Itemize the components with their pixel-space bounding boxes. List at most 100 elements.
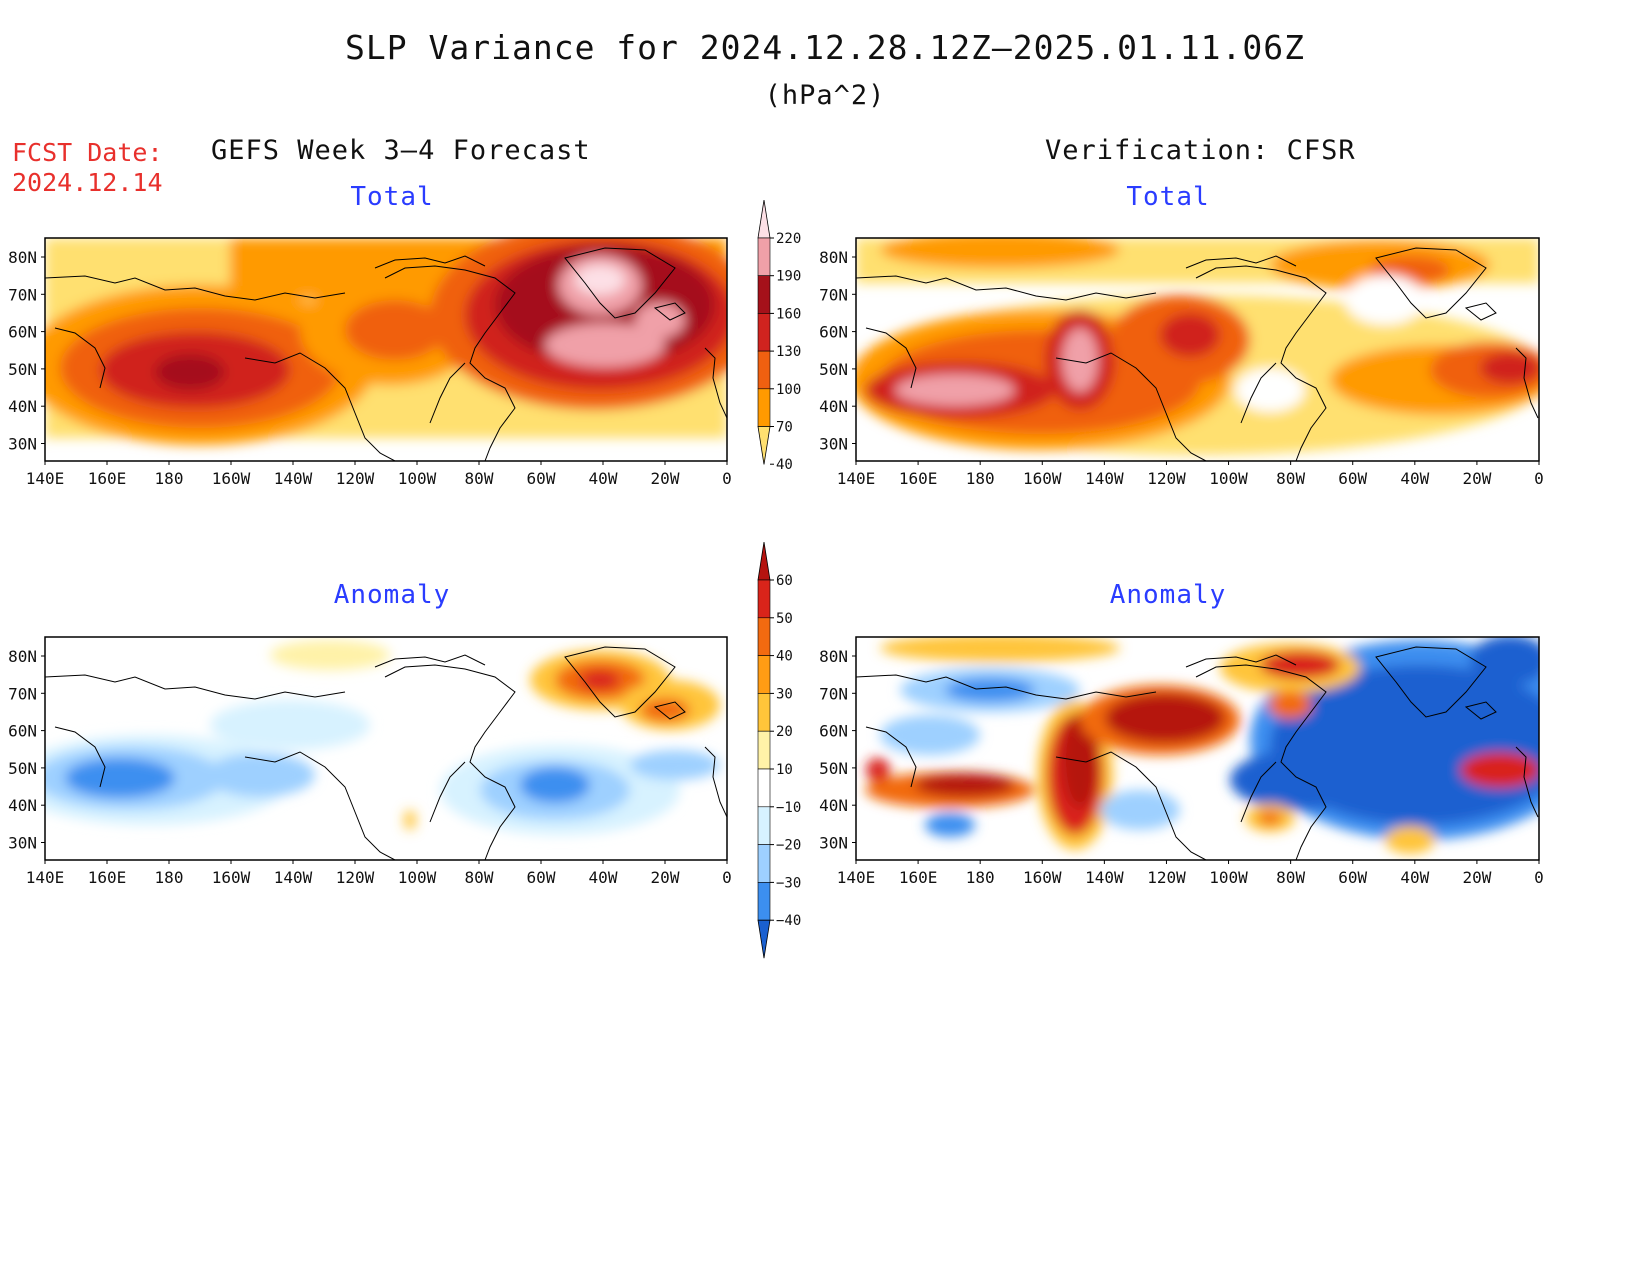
colorbar-tick-label: −20 bbox=[776, 838, 801, 854]
colorbar-swatch bbox=[757, 655, 771, 694]
colorbar-tick-label: 60 bbox=[776, 573, 793, 589]
lat-tick-label: 30N bbox=[8, 435, 37, 454]
lon-tick-label: 100W bbox=[1209, 868, 1248, 887]
colorbar-tick-label: 40 bbox=[776, 457, 793, 473]
lon-tick-label: 100W bbox=[1209, 469, 1248, 488]
lon-tick-label: 0 bbox=[1534, 469, 1544, 488]
colorbar-swatch bbox=[757, 806, 771, 845]
forecast-date-label: FCST Date: bbox=[12, 138, 163, 167]
lon-tick-label: 160W bbox=[212, 469, 251, 488]
lon-tick-label: 20W bbox=[651, 868, 680, 887]
lat-tick-label: 60N bbox=[819, 722, 848, 741]
lat-tick-label: 50N bbox=[819, 759, 848, 778]
colorbar-bottom-arrow bbox=[757, 919, 771, 959]
lon-tick-label: 0 bbox=[722, 868, 732, 887]
lon-tick-label: 140E bbox=[26, 469, 65, 488]
lat-tick-label: 80N bbox=[8, 647, 37, 666]
map-forecast-total bbox=[45, 238, 727, 461]
lon-tick-label: 140E bbox=[837, 868, 876, 887]
colorbar-tick-label: −40 bbox=[776, 913, 801, 929]
lat-tick-label: 40N bbox=[8, 796, 37, 815]
colorbar-swatch bbox=[757, 730, 771, 770]
lat-tick-label: 50N bbox=[8, 360, 37, 379]
colorbar-swatch bbox=[757, 844, 771, 883]
lon-tick-label: 160E bbox=[899, 469, 938, 488]
lat-tick-label: 80N bbox=[819, 647, 848, 666]
lat-tick-label: 50N bbox=[8, 759, 37, 778]
lat-tick-label: 80N bbox=[8, 248, 37, 267]
colorbar-tick-label: 30 bbox=[776, 686, 793, 702]
map-verification-total bbox=[856, 238, 1539, 461]
lon-tick-label: 140W bbox=[1085, 868, 1124, 887]
colorbars: 220 190 160 130 100 70 40 60 50 40 30 20 10 −10 −20 −30… bbox=[757, 199, 801, 959]
lon-tick-label: 140E bbox=[26, 868, 65, 887]
lon-tick-label: 180 bbox=[155, 469, 184, 488]
lon-tick-label: 60W bbox=[1338, 469, 1367, 488]
lon-tick-label: 60W bbox=[527, 469, 556, 488]
lon-tick-label: 40W bbox=[589, 868, 618, 887]
forecast-date-value: 2024.12.14 bbox=[12, 168, 163, 197]
lon-tick-label: 120W bbox=[336, 469, 375, 488]
colorbar-swatch bbox=[757, 313, 771, 352]
lon-tick-label: 120W bbox=[1147, 868, 1186, 887]
lat-tick-label: 70N bbox=[8, 684, 37, 703]
colorbar-tick-label: 100 bbox=[776, 382, 801, 398]
lat-tick-label: 30N bbox=[819, 834, 848, 853]
lon-tick-label: 100W bbox=[398, 469, 437, 488]
lon-tick-label: 80W bbox=[1276, 469, 1305, 488]
lon-tick-label: 160E bbox=[88, 469, 127, 488]
figure-units: (hPa^2) bbox=[764, 80, 886, 111]
lon-tick-label: 20W bbox=[1462, 868, 1491, 887]
lon-tick-label: 80W bbox=[1276, 868, 1305, 887]
lon-tick-label: 160W bbox=[1023, 868, 1062, 887]
lon-tick-label: 60W bbox=[527, 868, 556, 887]
lon-tick-label: 160W bbox=[1023, 469, 1062, 488]
colorbar-bottom-arrow bbox=[757, 426, 771, 465]
colorbar-swatch bbox=[757, 275, 771, 314]
colorbar-tick-label: 220 bbox=[776, 231, 801, 247]
colorbar-swatch bbox=[757, 579, 771, 619]
lat-tick-label: 30N bbox=[8, 834, 37, 853]
forecast-date-block: FCST Date: 2024.12.14 bbox=[12, 138, 163, 198]
lon-tick-label: 120W bbox=[1147, 469, 1186, 488]
lon-tick-label: 80W bbox=[465, 868, 494, 887]
lon-tick-label: 60W bbox=[1338, 868, 1367, 887]
lon-tick-label: 160E bbox=[899, 868, 938, 887]
lat-tick-label: 60N bbox=[819, 323, 848, 342]
lon-tick-label: 140W bbox=[274, 469, 313, 488]
colorbar-swatch bbox=[757, 882, 771, 921]
panel-title-forecast-total: Total bbox=[350, 182, 434, 212]
colorbar-swatch bbox=[757, 768, 771, 808]
lon-tick-label: 160E bbox=[88, 868, 127, 887]
lat-tick-label: 70N bbox=[819, 285, 848, 304]
right-column-title: Verification: CFSR bbox=[1045, 135, 1356, 166]
colorbar-swatch bbox=[757, 237, 771, 277]
lat-tick-label: 80N bbox=[819, 248, 848, 267]
lat-tick-label: 70N bbox=[819, 684, 848, 703]
lon-tick-label: 40W bbox=[589, 469, 618, 488]
map-verification-anomaly bbox=[856, 637, 1539, 860]
lat-tick-label: 70N bbox=[8, 285, 37, 304]
colorbar-tick-label: 20 bbox=[776, 724, 793, 740]
panel-title-verification-total: Total bbox=[1126, 182, 1210, 212]
colorbar-tick-label: 70 bbox=[776, 420, 793, 436]
lon-tick-label: 180 bbox=[966, 469, 995, 488]
colorbar-swatch bbox=[757, 617, 771, 656]
lat-tick-label: 30N bbox=[819, 435, 848, 454]
colorbar-tick-label: 40 bbox=[776, 649, 793, 665]
lon-tick-label: 140W bbox=[274, 868, 313, 887]
lat-tick-label: 50N bbox=[819, 360, 848, 379]
axis-labels: 140E 160E 180 160W 140W 120W 100W 80W 60W 40W 20W 0… bbox=[8, 248, 1544, 887]
colorbar-swatch bbox=[757, 388, 771, 427]
lon-tick-label: 100W bbox=[398, 868, 437, 887]
map-forecast-anomaly bbox=[45, 637, 727, 860]
figure-title: SLP Variance for 2024.12.28.12Z–2025.01.… bbox=[345, 28, 1305, 67]
lat-tick-label: 40N bbox=[8, 397, 37, 416]
colorbar-tick-label: 130 bbox=[776, 344, 801, 360]
lon-tick-label: 160W bbox=[212, 868, 251, 887]
lon-tick-label: 0 bbox=[1534, 868, 1544, 887]
colorbar-top-arrow bbox=[757, 541, 771, 581]
lon-tick-label: 140W bbox=[1085, 469, 1124, 488]
colorbar-top-arrow bbox=[757, 199, 771, 239]
